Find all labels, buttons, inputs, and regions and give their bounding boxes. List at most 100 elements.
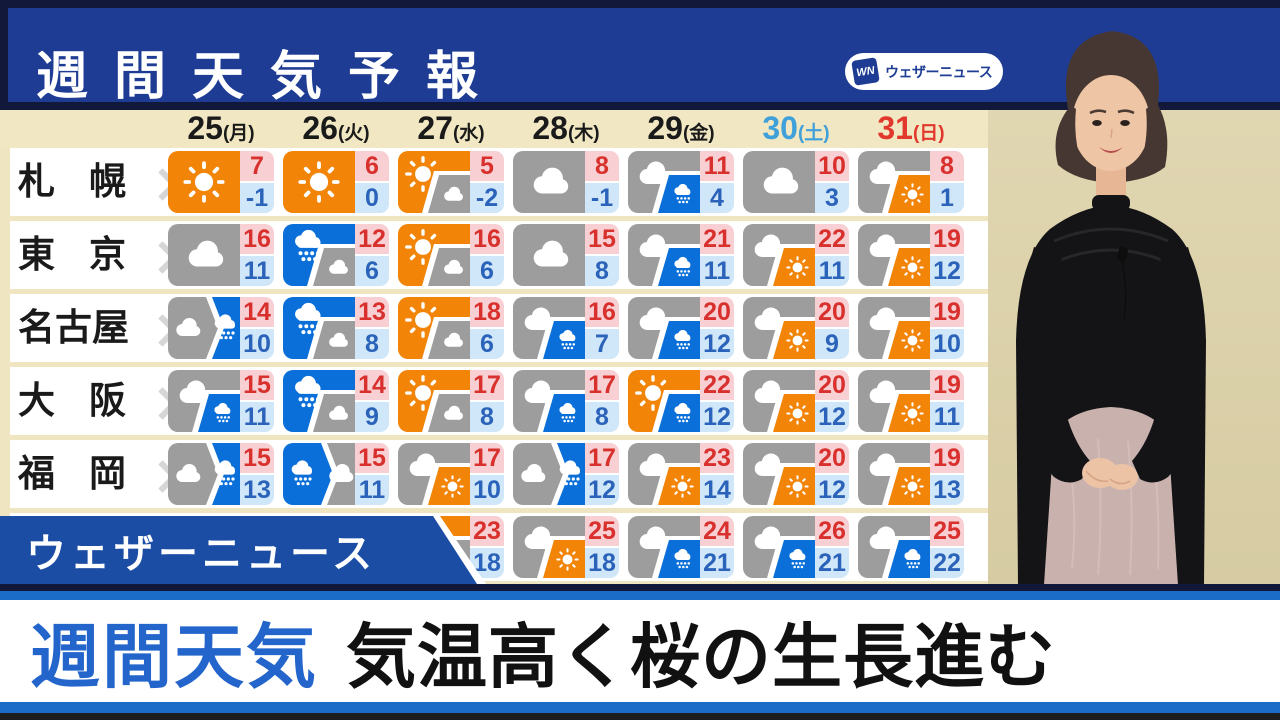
weather-cell: 19 12: [858, 224, 964, 286]
high-temp: 7: [240, 151, 274, 181]
high-temp: 16: [240, 224, 274, 254]
low-temp: 10: [470, 475, 504, 505]
low-temp: 11: [930, 402, 964, 432]
headline-bottom-blue-line: [0, 702, 1280, 713]
high-temp: 17: [585, 370, 619, 400]
weather-icon: [283, 443, 355, 505]
date-number: 31: [877, 110, 913, 146]
temperature-column: 8 -1: [585, 151, 619, 213]
temperature-column: 15 11: [355, 443, 389, 505]
weather-icon: [628, 224, 700, 286]
weather-icon: [858, 224, 930, 286]
date-number: 25: [187, 110, 223, 146]
weather-icon: [283, 151, 355, 213]
weather-icon: [168, 443, 240, 505]
high-temp: 12: [355, 224, 389, 254]
temperature-column: 25 22: [930, 516, 964, 578]
low-temp: 12: [585, 475, 619, 505]
temperature-column: 5 -2: [470, 151, 504, 213]
header-underline: [0, 102, 1280, 110]
high-temp: 20: [700, 297, 734, 327]
date-weekday: (金): [682, 123, 715, 144]
low-temp: -1: [240, 183, 274, 213]
weather-cell: 20 9: [743, 297, 849, 359]
high-temp: 19: [930, 370, 964, 400]
low-temp: 6: [355, 256, 389, 286]
weather-cell: 20 12: [628, 297, 734, 359]
low-temp: 11: [700, 256, 734, 286]
high-temp: 13: [355, 297, 389, 327]
temperature-column: 20 12: [700, 297, 734, 359]
weather-icon: [513, 370, 585, 432]
weather-cell: 25 22: [858, 516, 964, 578]
date-number: 30: [762, 110, 798, 146]
date-weekday: (水): [452, 123, 485, 144]
headline-tag: 週間天気: [30, 617, 318, 696]
weather-icon: [513, 224, 585, 286]
temperature-column: 14 9: [355, 370, 389, 432]
low-temp: 11: [815, 256, 849, 286]
high-temp: 14: [355, 370, 389, 400]
weather-icon: [743, 224, 815, 286]
presenter-photo: [1016, 31, 1206, 585]
weather-icon: [628, 151, 700, 213]
low-temp: 8: [355, 329, 389, 359]
low-temp: 12: [930, 256, 964, 286]
temperature-column: 20 12: [815, 443, 849, 505]
temperature-column: 10 3: [815, 151, 849, 213]
temperature-column: 14 10: [240, 297, 274, 359]
headline-bottom-dark-line: [0, 713, 1280, 720]
weather-icon: [858, 370, 930, 432]
high-temp: 15: [240, 443, 274, 473]
weather-cell: 17 8: [513, 370, 619, 432]
low-temp: -1: [585, 183, 619, 213]
low-temp: 22: [930, 548, 964, 578]
weather-cell: 21 11: [628, 224, 734, 286]
date-number: 27: [417, 110, 453, 146]
high-temp: 18: [470, 297, 504, 327]
temperature-column: 18 6: [470, 297, 504, 359]
date-number: 28: [532, 110, 568, 146]
temperature-column: 12 6: [355, 224, 389, 286]
low-temp: 7: [585, 329, 619, 359]
high-temp: 15: [585, 224, 619, 254]
low-temp: 9: [355, 402, 389, 432]
date-weekday: (日): [912, 123, 945, 144]
temperature-column: 25 18: [585, 516, 619, 578]
high-temp: 15: [355, 443, 389, 473]
banner-label: ウェザーニュース: [26, 532, 376, 576]
high-temp: 19: [930, 224, 964, 254]
weather-cell: 20 12: [743, 370, 849, 432]
high-temp: 17: [470, 443, 504, 473]
weather-cell: 15 8: [513, 224, 619, 286]
headline-top-navy-line: [0, 584, 1280, 591]
date-weekday: (月): [222, 123, 255, 144]
weather-cell: 16 11: [168, 224, 274, 286]
date-cell: 25 (月): [168, 110, 274, 148]
low-temp: 8: [585, 402, 619, 432]
header-bar: 週間天気予報 WN ウェザーニュース: [8, 8, 1280, 106]
low-temp: 12: [700, 402, 734, 432]
temperature-column: 20 12: [815, 370, 849, 432]
weather-icon: [743, 297, 815, 359]
date-header-row: 25 (月) 26 (火) 27 (水) 28 (木) 29 (金) 30 (土) 31 (日): [0, 110, 988, 148]
weather-icon: [398, 151, 470, 213]
temperature-column: 24 21: [700, 516, 734, 578]
temperature-column: 15 8: [585, 224, 619, 286]
temperature-column: 15 11: [240, 370, 274, 432]
high-temp: 19: [930, 443, 964, 473]
date-number: 29: [647, 110, 683, 146]
temperature-column: 16 6: [470, 224, 504, 286]
date-cell: 29 (金): [628, 110, 734, 148]
weather-icon: [513, 443, 585, 505]
weather-cell: 18 6: [398, 297, 504, 359]
high-temp: 20: [815, 297, 849, 327]
weather-icon: [398, 224, 470, 286]
weather-icon: [398, 297, 470, 359]
low-temp: 14: [700, 475, 734, 505]
wn-logo-text: ウェザーニュース: [885, 63, 993, 80]
high-temp: 20: [815, 443, 849, 473]
weather-icon: [628, 370, 700, 432]
